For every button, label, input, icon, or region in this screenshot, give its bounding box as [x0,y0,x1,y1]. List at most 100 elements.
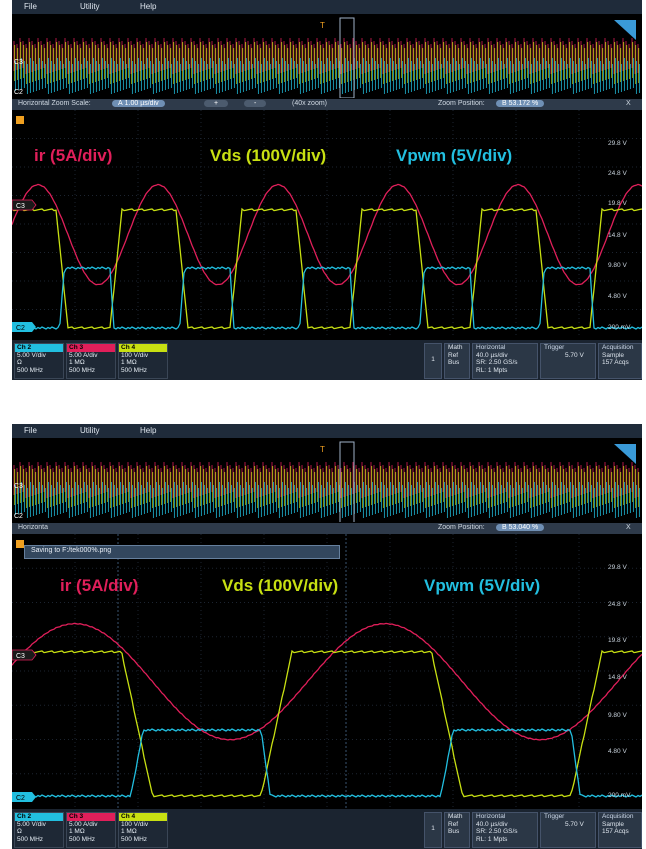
overview-waveform[interactable]: T C3 C2 [12,16,642,98]
menu-utility[interactable]: Utility [80,426,100,435]
ch3-bandwidth: 500 MHz [69,366,96,374]
ref-label: Ref [448,820,459,828]
c3-marker-text: C3 [16,203,25,210]
horizontal-badge[interactable]: Horizontal 40.0 µs/div SR: 2.50 GS/s RL: 1 … [472,343,538,379]
menu-file[interactable]: File [24,426,37,435]
bus-label: Bus [448,828,460,835]
zoom-scale-label: Horizontal Zoom Scale: [18,100,91,107]
bus-label: Bus [448,359,460,366]
trigger-title: Trigger [544,344,565,351]
vlabel-2: 19.8 V [608,637,627,644]
zoom-box [339,441,355,522]
acquisition-badge[interactable]: Acquisition Sample 157 Acqs [598,343,642,379]
menu-help[interactable]: Help [140,426,157,435]
math-ref-bus-button[interactable]: Math Ref Bus [444,343,470,379]
legend-vds: Vds (100V/div) [222,576,339,595]
zoom-box [339,17,355,98]
page-one-label: 1 [431,356,435,363]
overview-svg: T C3 C2 [13,17,640,98]
menu-bar: File Utility Help [12,424,642,438]
c2-marker-shape [12,322,36,332]
main-waveform-area[interactable]: C3 C2 ir (5A/div) Vds (100V/div) Vpwm (5… [12,110,642,338]
acquisition-count: 157 Acqs [602,359,629,366]
menu-utility[interactable]: Utility [80,2,100,11]
trigger-badge[interactable]: Trigger 5.70 V [540,812,596,848]
ch2-impedance: Ω [17,359,22,366]
ch4-scale: 100 V/div [121,351,149,359]
c3-marker-shape [12,649,37,661]
main-waveform-area[interactable]: C3 C2 ir (5A/div) Vds (100V/div) Vpwm (5… [12,534,642,808]
c2-marker-text: C2 [16,795,25,802]
trigger-level: 5.70 V [565,351,584,359]
ch3-name: Ch 3 [67,344,115,352]
overview-stripes [13,462,640,518]
trigger-level: 5.70 V [565,820,584,828]
ch3-scale: 5.00 A/div [69,351,98,359]
zoom-position-control[interactable]: B 53.172 % [496,100,545,107]
ch4-badge[interactable]: Ch 4 100 V/div 1 MΩ 500 MHz [118,812,168,848]
horizontal-title: Horizontal [476,813,506,820]
vds-trace [12,649,642,798]
vds-trace [12,207,642,330]
scope-screen-1: File Utility Help T C3 C2 Horizontal Zoo… [12,0,642,380]
acquisition-mode: Sample [602,351,625,359]
overview-c2-marker: C2 [14,89,23,96]
vlabel-3: 14.8 V [608,232,627,239]
overview-waveform[interactable]: T C3 C2 [12,440,642,522]
vlabel-2: 19.8 V [608,200,627,207]
legend-vpwm: Vpwm (5V/div) [396,146,513,165]
horizontal-scale: 40.0 µs/div [476,820,508,828]
trigger-t-icon: T [320,21,325,30]
zoom-out-button[interactable]: - [244,100,267,107]
horizontal-badge[interactable]: Horizontal 40.0 µs/div SR: 2.50 GS/s RL: 1 … [472,812,538,848]
zoom-marker-icon [16,540,24,548]
vlabel-1: 24.8 V [608,170,627,177]
horizontal-scale: 40.0 µs/div [476,351,508,359]
vpwm-trace [12,728,642,798]
corner-toggle-icon [614,20,636,40]
ch4-name: Ch 4 [119,813,167,821]
ch2-bandwidth: 500 MHz [17,835,44,843]
trigger-badge[interactable]: Trigger 5.70 V [540,343,596,379]
ch2-name: Ch 2 [15,344,63,352]
ch2-name: Ch 2 [15,813,63,821]
math-label: Math [448,813,463,820]
overview-c3-marker: C3 [14,483,23,490]
zoom-scale-marker: A [118,100,123,107]
vlabel-6: 200 mV [608,324,631,331]
horizontal-sample-rate: SR: 2.50 GS/s [476,359,518,366]
zoom-bar: Horizonta Zoom Position: B 53.040 % X [12,523,642,534]
acquisition-badge[interactable]: Acquisition Sample 157 Acqs [598,812,642,848]
vlabel-1: 24.8 V [608,601,627,608]
scope-screen-2: File Utility Help T C3 C2 Horizonta Zoom… [12,424,642,849]
zoom-position-control[interactable]: B 53.040 % [496,524,545,531]
c2-marker-shape [12,792,36,802]
ch3-badge[interactable]: Ch 3 5.00 A/div 1 MΩ 500 MHz [66,812,116,848]
c2-marker-text: C2 [16,325,25,332]
legend-ir: ir (5A/div) [60,576,139,595]
menu-file[interactable]: File [24,2,37,11]
zoom-close-button[interactable]: X [626,524,631,531]
menu-help[interactable]: Help [140,2,157,11]
save-message: Saving to F:/tek000%.png [31,547,112,554]
ch3-badge[interactable]: Ch 3 5.00 A/div 1 MΩ 500 MHz [66,343,116,379]
zoom-scale-value: 1.00 µs/div [124,100,159,107]
math-ref-bus-button[interactable]: Math Ref Bus [444,812,470,848]
zoom-in-button[interactable]: + [204,100,229,107]
vlabel-5: 4.80 V [608,293,627,300]
ch4-bandwidth: 500 MHz [121,366,148,374]
page-one-button[interactable]: 1 [424,343,442,379]
ch2-badge[interactable]: Ch 2 5.00 V/div Ω 500 MHz [14,343,64,379]
zoom-close-button[interactable]: X [626,100,631,107]
ch2-badge[interactable]: Ch 2 5.00 V/div Ω 500 MHz [14,812,64,848]
ch4-badge[interactable]: Ch 4 100 V/div 1 MΩ 500 MHz [118,343,168,379]
ch3-scale: 5.00 A/div [69,820,98,828]
page-one-button[interactable]: 1 [424,812,442,848]
zoom-position-label: Zoom Position: [438,100,485,107]
overview-c3-marker: C3 [14,59,23,66]
horizontal-sample-rate: SR: 2.50 GS/s [476,828,518,835]
trigger-t-icon: T [320,445,325,454]
zoom-scale-control[interactable]: A 1.00 µs/div [112,100,165,107]
ch4-impedance: 1 MΩ [121,359,137,366]
ch4-scale: 100 V/div [121,820,149,828]
